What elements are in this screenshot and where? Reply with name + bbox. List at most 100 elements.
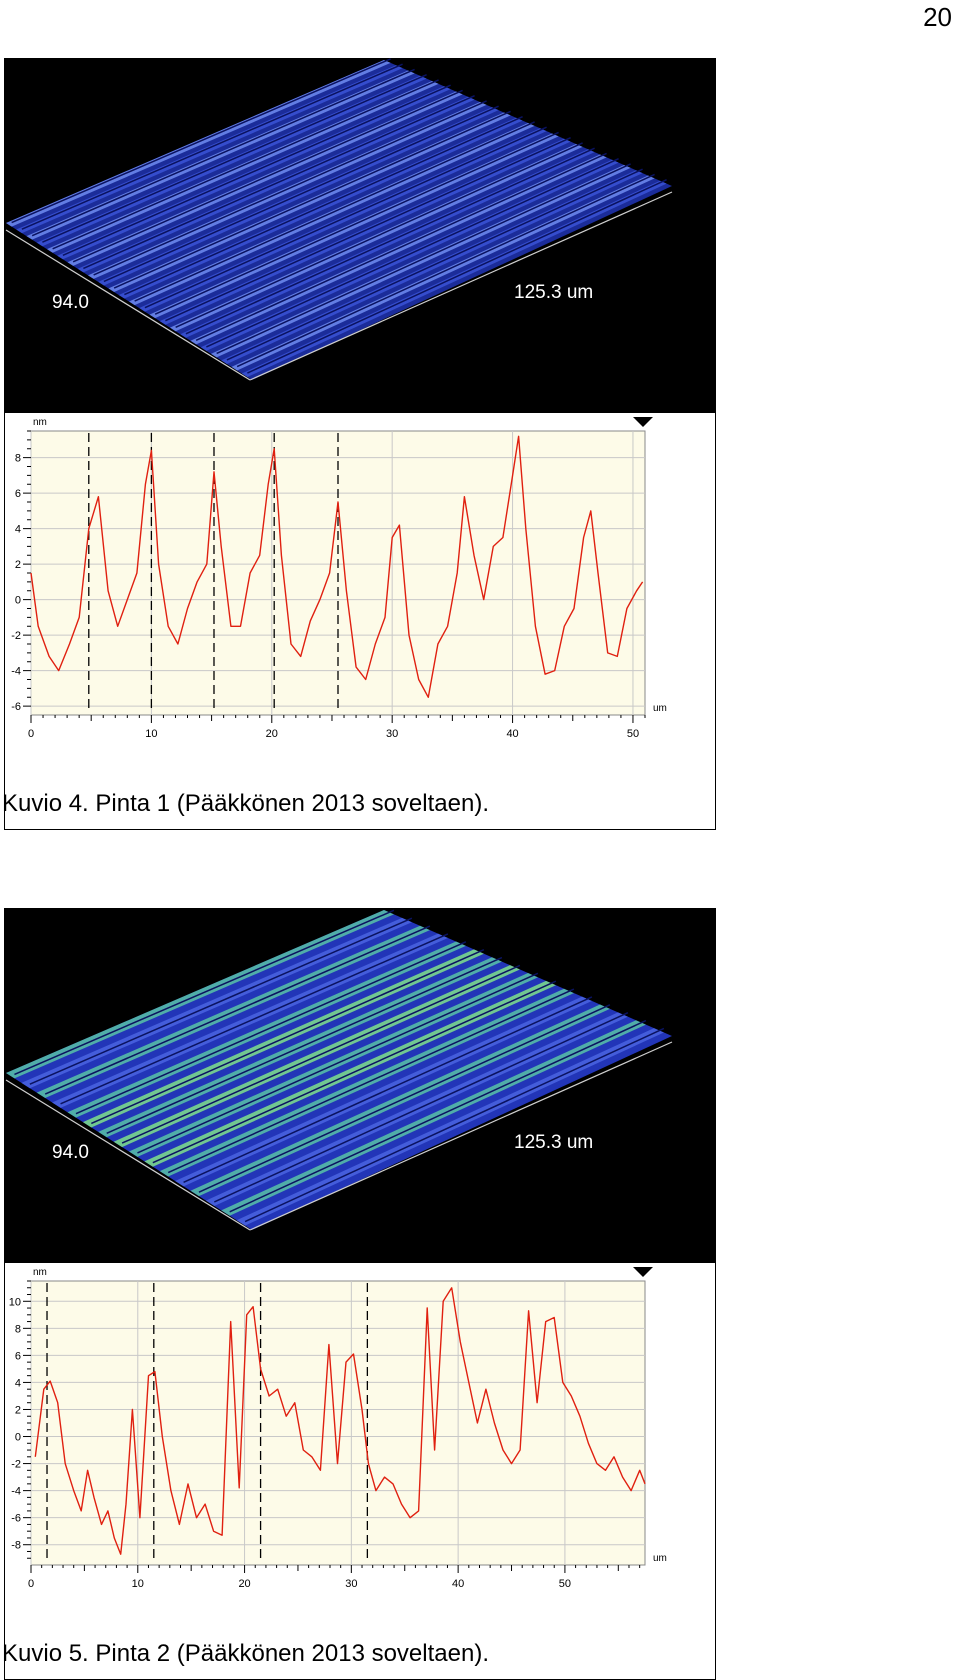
ridge-shadow xyxy=(106,956,503,1134)
figure-caption-2: Kuvio 5. Pinta 2 (Pääkkönen 2013 sovelta… xyxy=(2,1640,489,1667)
ridge-shadow xyxy=(185,147,595,335)
profile-chart-1: 0 10 20 30 40 50 -6 -4 -2 0 2 4 6 8 nm um xyxy=(4,412,716,830)
y-tick-label: 8 xyxy=(15,1323,21,1335)
ridge-shadow xyxy=(21,63,403,230)
page-number: 20 xyxy=(923,2,952,32)
profile-chart-2: 0 10 20 30 40 50 -8 -6 -4 -2 0 2 4 6 8 10 nm um xyxy=(4,1262,716,1680)
surface-ridge xyxy=(98,107,499,286)
cursor-triangle-icon xyxy=(633,417,653,427)
ridge-shadow xyxy=(93,100,487,276)
y-tick-label: 6 xyxy=(15,488,21,500)
ridge-shadow xyxy=(206,157,619,348)
y-tick-label: 8 xyxy=(15,453,21,465)
figure-caption-1: Kuvio 4. Pinta 1 (Pääkkönen 2013 sovelta… xyxy=(2,790,489,817)
surface-edge xyxy=(5,229,251,381)
ridge-shadow xyxy=(29,917,413,1085)
ridge-shadow xyxy=(11,58,391,224)
ridge-shadow xyxy=(167,988,575,1174)
x-tick-label: 50 xyxy=(559,1578,571,1590)
ridge-shadow xyxy=(75,941,467,1115)
ridge-shadow xyxy=(154,131,559,315)
surface-ridge xyxy=(211,165,631,358)
ridge-shadow xyxy=(31,68,415,237)
y-tick-label: 4 xyxy=(15,524,21,536)
y-unit-label: nm xyxy=(33,1267,47,1278)
y-tick-label: 2 xyxy=(15,559,21,571)
surface-ridge xyxy=(67,91,463,266)
x-tick-label: 10 xyxy=(132,1578,144,1590)
y-tick-label: -6 xyxy=(11,701,21,713)
surface-ridge xyxy=(57,86,451,260)
ridge-shadow xyxy=(60,933,449,1105)
ridge-shadow xyxy=(195,152,607,342)
surface-ridge xyxy=(200,159,619,351)
surface-3d-render-1: 94.0 125.3 um xyxy=(4,58,716,412)
surface-ridge xyxy=(190,154,607,345)
ridge-shadow xyxy=(44,925,431,1095)
y-unit-label: nm xyxy=(33,417,47,428)
surface-ridge xyxy=(159,138,571,325)
surface-ridge xyxy=(36,75,427,247)
surface-ridge xyxy=(231,175,655,371)
surface-edge xyxy=(5,1079,251,1231)
surface-ridge xyxy=(129,123,535,306)
ridge-shadow xyxy=(247,178,667,374)
surface-ridge xyxy=(221,170,643,364)
profile-line xyxy=(30,435,644,698)
x-tick-label: 10 xyxy=(145,728,157,740)
render-label-right: 125.3 um xyxy=(514,282,593,303)
profile-line xyxy=(34,1287,646,1555)
surface-ridge xyxy=(118,117,523,299)
x-unit-label: um xyxy=(653,703,667,714)
ridge-shadow xyxy=(134,121,535,302)
ridge-shadow xyxy=(175,142,583,328)
ridge-shadow xyxy=(183,996,593,1184)
y-tick-label: 2 xyxy=(15,1404,21,1416)
ridge-shadow xyxy=(137,972,539,1154)
ridge-shadow xyxy=(121,964,521,1144)
ridge-shadow xyxy=(216,163,631,355)
surface-ridge xyxy=(149,133,559,319)
surface-ridge xyxy=(180,149,595,338)
ridge-shadow xyxy=(124,115,523,296)
y-tick-label: 0 xyxy=(15,1432,21,1444)
y-tick-label: -6 xyxy=(11,1513,21,1525)
x-tick-label: 40 xyxy=(452,1578,464,1590)
ridge-shadow xyxy=(91,949,485,1125)
x-tick-label: 30 xyxy=(345,1578,357,1590)
ridge-shadow xyxy=(144,126,547,309)
ridge-shadow xyxy=(103,105,499,283)
render-label-left: 94.0 xyxy=(52,1142,89,1163)
surface-edge xyxy=(249,1041,673,1231)
y-tick-label: 4 xyxy=(15,1377,21,1389)
y-tick-label: -2 xyxy=(11,630,21,642)
y-tick-label: -8 xyxy=(11,1540,21,1552)
surface-ridge xyxy=(139,128,547,312)
ridge-shadow xyxy=(52,79,439,250)
plot-area xyxy=(30,1280,646,1566)
ridge-shadow xyxy=(229,1019,647,1213)
y-tick-label: 0 xyxy=(15,595,21,607)
ridge-shadow xyxy=(214,1012,629,1203)
ridge-shadow xyxy=(236,173,655,368)
surface-ridge xyxy=(77,96,475,273)
surface-ridge xyxy=(6,60,391,227)
y-tick-label: -4 xyxy=(11,1486,21,1498)
ridge-shadow xyxy=(62,84,451,256)
surface-ridge xyxy=(241,180,667,378)
ridge-shadow xyxy=(226,168,643,361)
x-tick-label: 20 xyxy=(238,1578,250,1590)
x-tick-label: 0 xyxy=(28,728,34,740)
render-label-left: 94.0 xyxy=(52,292,89,313)
x-tick-label: 30 xyxy=(386,728,398,740)
surface-ridge xyxy=(88,102,487,279)
surface-ridge xyxy=(108,112,511,293)
x-tick-label: 50 xyxy=(627,728,639,740)
cursor-triangle-icon xyxy=(633,1267,653,1277)
ridge-shadow xyxy=(244,1027,665,1223)
y-tick-label: -4 xyxy=(11,666,21,678)
surface-ridge xyxy=(170,144,583,332)
ridge-shadow xyxy=(198,1004,611,1193)
x-tick-label: 20 xyxy=(266,728,278,740)
surface-ridge xyxy=(26,70,415,240)
